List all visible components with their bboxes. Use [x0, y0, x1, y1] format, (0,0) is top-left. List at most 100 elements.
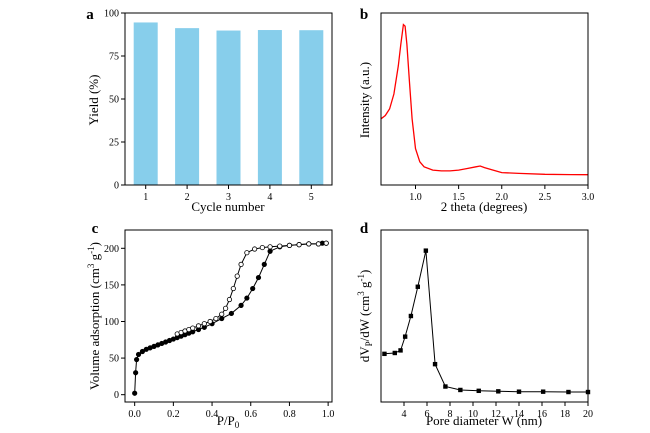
x-tick-label: 16 — [537, 409, 547, 420]
bar — [257, 30, 282, 185]
x-tick-label: 2.0 — [496, 192, 509, 203]
open-marker — [244, 250, 250, 256]
open-marker — [207, 318, 213, 325]
y-tick-label: 150 — [104, 280, 119, 291]
filled-marker — [135, 351, 142, 358]
filled-marker — [244, 295, 250, 301]
filled-marker — [139, 348, 146, 355]
x-tick-label: 5 — [309, 192, 314, 203]
filled-marker — [238, 302, 244, 308]
open-marker — [259, 244, 265, 251]
y-tick-label: 75 — [109, 52, 119, 63]
panel-c-ylabel-sup2: -1 — [86, 246, 96, 254]
open-marker — [267, 244, 273, 250]
open-marker — [315, 241, 322, 247]
panel-c-ylabel-c: ) — [87, 242, 102, 246]
panel-a-ylabel: Yield (%) — [86, 75, 101, 126]
x-tick-label: 3.0 — [582, 192, 595, 203]
x-tick-label: 0.4 — [206, 409, 219, 420]
panel-d-letter: d — [360, 221, 369, 237]
panel-d-ylabel-a: dV — [357, 346, 372, 363]
panel-c-ylabel: Volume adsorption (cm3 g-1) — [86, 242, 102, 390]
panel-b-ticks: 1.0 1.5 2.0 2.5 3.0 — [409, 185, 594, 203]
open-marker — [234, 273, 240, 279]
filled-marker — [219, 315, 225, 322]
square-marker — [432, 361, 438, 367]
square-marker — [382, 351, 387, 357]
square-marker — [540, 389, 546, 394]
y-tick-label: 100 — [104, 317, 119, 328]
panel-c-ylabel-b: g — [87, 253, 102, 263]
square-marker — [392, 350, 397, 356]
filled-marker — [267, 248, 273, 254]
panel-c-ticks: 0.0 0.2 0.4 0.6 0.8 1.0 0 50 100 150 200 — [104, 244, 334, 420]
open-marker — [238, 261, 244, 267]
filled-marker — [255, 274, 262, 281]
square-marker — [566, 389, 571, 395]
x-tick-label: 2 — [185, 192, 190, 203]
panel-c-xlabel-sub: 0 — [235, 420, 240, 430]
square-marker — [398, 348, 403, 353]
filled-marker — [132, 390, 138, 396]
square-marker — [408, 313, 414, 319]
x-tick-label: 0.8 — [283, 409, 296, 420]
filled-marker — [133, 370, 139, 376]
panel-b-xlabel: 2 theta (degrees) — [441, 199, 528, 214]
filled-marker — [250, 285, 256, 292]
open-marker — [286, 242, 293, 248]
x-tick-label: 4 — [402, 409, 407, 420]
panel-a-xlabel: Cycle number — [191, 199, 265, 214]
panel-b-letter: b — [360, 7, 368, 23]
square-marker — [458, 387, 463, 393]
bar — [216, 30, 241, 185]
open-marker — [296, 242, 302, 248]
square-marker — [402, 334, 408, 339]
square-marker — [443, 384, 448, 389]
panel-b: b 1.0 1.5 2.0 2.5 3.0 2 theta (degrees) Inte… — [357, 7, 594, 214]
panel-a-plot — [133, 22, 324, 186]
panel-c-xlabel: P/P0 — [217, 413, 240, 430]
panel-d: d 4 6 8 10 12 14 16 18 20 Pore diameter W (nm) d… — [356, 221, 593, 428]
open-marker — [306, 241, 312, 247]
x-tick-label: 10 — [468, 409, 478, 420]
panel-b-frame — [380, 12, 589, 186]
y-tick-label: 0 — [114, 390, 119, 401]
x-tick-label: 12 — [491, 409, 501, 420]
panel-d-ylabel-sup1: 3 — [356, 291, 366, 296]
open-marker — [226, 296, 233, 303]
open-marker — [201, 321, 207, 327]
open-marker — [195, 323, 202, 329]
filled-marker — [134, 356, 140, 363]
bar — [133, 22, 158, 186]
panel-d-plot — [382, 248, 591, 395]
x-tick-label: 1.0 — [322, 409, 335, 420]
panel-c-ylabel-a: Volume adsorption (cm — [87, 268, 102, 390]
series-line — [134, 242, 327, 394]
x-tick-label: 0.2 — [167, 409, 180, 420]
y-tick-label: 100 — [104, 9, 119, 20]
series-line — [384, 250, 588, 393]
panel-d-ylabel-c: g — [357, 281, 372, 291]
panel-c-letter: c — [92, 221, 99, 237]
square-marker — [415, 284, 420, 289]
x-tick-label: 2.5 — [539, 192, 552, 203]
filled-marker — [228, 310, 235, 317]
panel-d-frame — [380, 229, 589, 403]
x-tick-label: 3 — [226, 192, 231, 203]
panel-d-ylabel-d: ) — [357, 270, 372, 274]
open-marker — [252, 246, 258, 252]
open-marker — [230, 285, 236, 292]
x-tick-label: 0.6 — [244, 409, 257, 420]
open-marker — [213, 315, 219, 322]
y-tick-label: 25 — [109, 138, 119, 149]
x-tick-label: 14 — [514, 409, 524, 420]
panel-b-plot — [380, 23, 589, 176]
x-tick-label: 1 — [143, 192, 148, 203]
x-tick-label: 1.0 — [409, 192, 422, 203]
open-marker — [219, 311, 225, 317]
open-marker — [277, 243, 283, 249]
